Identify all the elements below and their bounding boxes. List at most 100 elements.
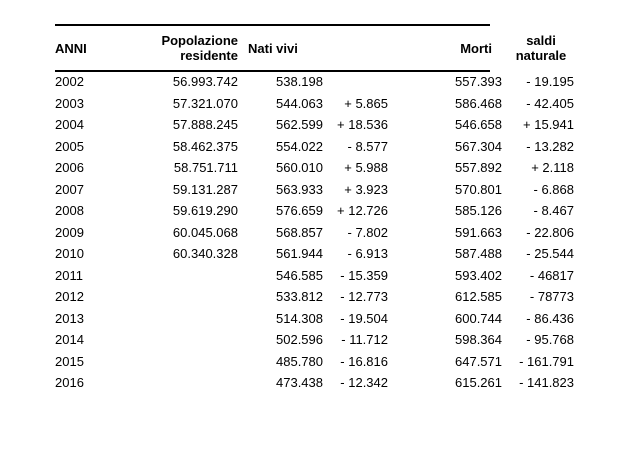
nati-vivi-cell: 546.585 (276, 267, 323, 283)
col-header-popolazione: Popolazione residente (125, 25, 238, 71)
table-row: 2010 60.340.328 561.944 - 6.913 587.488 - 25.… (55, 243, 580, 265)
table-body: 2002 56.993.742 538.198 557.393 - 19.195 2003… (55, 71, 580, 394)
col-header-saldi-line1: saldi (526, 33, 556, 48)
variazione-nati-cell: - 19.504 (340, 310, 388, 326)
variazione-nati-cell: - 16.816 (340, 353, 388, 369)
anno-cell: 2007 (55, 181, 84, 197)
morti-cell: 557.892 (455, 160, 502, 175)
nati-vivi-cell: 485.780 (276, 353, 323, 369)
table-row: 2009 60.045.068 568.857 - 7.802 591.663 - 22.… (55, 222, 580, 244)
col-header-anni-label: ANNI (55, 40, 87, 56)
col-header-saldi-line2: naturale (515, 48, 567, 63)
morti-cell: 593.402 (455, 267, 502, 283)
nati-vivi-cell: 502.596 (276, 332, 323, 347)
anno-cell: 2003 (55, 95, 84, 111)
nati-vivi-cell: 544.063 (276, 95, 323, 111)
popolazione-cell: 59.131.287 (172, 181, 238, 197)
nati-vivi-cell: 533.812 (276, 289, 323, 304)
table-row: 2012 533.812 - 12.773 612.585 - 78773 (55, 286, 580, 308)
col-header-nati-vivi-label: Nati vivi (248, 40, 298, 56)
nati-vivi-cell: 568.857 (276, 224, 323, 240)
morti-cell: 647.571 (455, 353, 502, 369)
variazione-nati-cell: - 11.712 (341, 332, 388, 347)
variazione-nati-cell: - 6.913 (347, 246, 388, 261)
table-row: 2015 485.780 - 16.816 647.571 - 161.791 (55, 351, 580, 373)
table-row: 2011 546.585 - 15.359 593.402 - 46817 (55, 265, 580, 287)
variazione-nati-cell: + 12.726 (337, 203, 388, 218)
morti-cell: 612.585 (455, 289, 502, 304)
table-row: 2008 59.619.290 576.659 + 12.726 585.126 - 8.… (55, 200, 580, 222)
col-header-nati-vivi: Nati vivi (238, 25, 323, 71)
variazione-nati-cell: + 18.536 (337, 117, 388, 132)
nati-vivi-cell: 576.659 (276, 203, 323, 218)
popolazione-cell (125, 286, 238, 308)
saldo-naturale-cell: - 86.436 (526, 310, 574, 326)
popolazione-cell (125, 265, 238, 287)
anno-cell: 2016 (55, 375, 84, 390)
anno-cell: 2008 (55, 203, 84, 218)
morti-cell: 598.364 (455, 332, 502, 347)
nati-vivi-cell: 562.599 (276, 117, 323, 132)
saldo-naturale-cell: - 13.282 (526, 138, 574, 154)
table-row: 2016 473.438 - 12.342 615.261 - 141.823 (55, 372, 580, 394)
saldo-naturale-cell: - 95.768 (526, 332, 574, 347)
morti-cell: 615.261 (455, 375, 502, 390)
table-row: 2006 58.751.711 560.010 + 5.988 557.892 + 2.1… (55, 157, 580, 179)
variazione-nati-cell: + 5.865 (344, 95, 388, 111)
variazione-nati-cell: - 8.577 (347, 138, 388, 154)
popolazione-cell (125, 372, 238, 394)
anno-cell: 2010 (55, 246, 84, 261)
table-header: ANNI Popolazione residente Nati vivi Mor… (55, 25, 580, 71)
anno-cell: 2002 (55, 74, 84, 89)
saldo-naturale-cell: - 46817 (529, 267, 574, 283)
popolazione-cell: 58.462.375 (172, 138, 238, 154)
nati-vivi-cell: 473.438 (276, 375, 323, 390)
saldo-naturale-cell: - 141.823 (519, 375, 574, 390)
anno-cell: 2004 (55, 117, 84, 132)
nati-vivi-cell: 514.308 (276, 310, 323, 326)
table-row: 2004 57.888.245 562.599 + 18.536 546.658 + 15… (55, 114, 580, 136)
table-row: 2007 59.131.287 563.933 + 3.923 570.801 - 6.8… (55, 179, 580, 201)
col-header-saldi-naturale: saldi naturale (502, 25, 580, 71)
popolazione-cell (125, 308, 238, 330)
table-row: 2005 58.462.375 554.022 - 8.577 567.304 - 13.… (55, 136, 580, 158)
saldo-naturale-cell: - 19.195 (526, 74, 574, 89)
anno-cell: 2015 (55, 353, 84, 369)
morti-cell: 567.304 (455, 138, 502, 154)
table-top-rule (55, 24, 490, 26)
anno-cell: 2012 (55, 289, 84, 304)
anno-cell: 2014 (55, 332, 84, 347)
morti-cell: 557.393 (455, 74, 502, 89)
morti-cell: 570.801 (455, 181, 502, 197)
table-row: 2013 514.308 - 19.504 600.744 - 86.436 (55, 308, 580, 330)
nati-vivi-cell: 561.944 (276, 246, 323, 261)
anno-cell: 2005 (55, 138, 84, 154)
popolazione-cell: 59.619.290 (172, 203, 238, 218)
variazione-nati-cell (323, 71, 388, 93)
table-row: 2002 56.993.742 538.198 557.393 - 19.195 (55, 71, 580, 93)
popolazione-cell: 56.993.742 (172, 74, 238, 89)
saldo-naturale-cell: - 161.791 (519, 353, 574, 369)
anno-cell: 2006 (55, 160, 84, 175)
saldo-naturale-cell: + 2.118 (531, 160, 574, 175)
morti-cell: 585.126 (455, 203, 502, 218)
saldo-naturale-cell: - 78773 (529, 289, 574, 304)
variazione-nati-cell: - 7.802 (347, 224, 388, 240)
saldo-naturale-cell: - 42.405 (526, 95, 574, 111)
popolazione-cell: 58.751.711 (173, 160, 238, 175)
anno-cell: 2013 (55, 310, 84, 326)
col-header-morti-label: Morti (460, 40, 492, 56)
saldo-naturale-cell: - 8.467 (533, 203, 574, 218)
popolazione-cell: 60.340.328 (172, 246, 238, 261)
table-row: 2014 502.596 - 11.712 598.364 - 95.768 (55, 329, 580, 351)
col-header-popolazione-line2: residente (180, 48, 238, 63)
morti-cell: 600.744 (455, 310, 502, 326)
popolazione-cell: 60.045.068 (172, 224, 238, 240)
anno-cell: 2011 (55, 267, 83, 283)
variazione-nati-cell: - 12.773 (340, 289, 388, 304)
col-header-variazione-nati (323, 25, 388, 71)
morti-cell: 591.663 (455, 224, 502, 240)
popolazione-cell: 57.888.245 (172, 117, 238, 132)
saldo-naturale-cell: - 6.868 (533, 181, 574, 197)
popolazione-cell (125, 351, 238, 373)
